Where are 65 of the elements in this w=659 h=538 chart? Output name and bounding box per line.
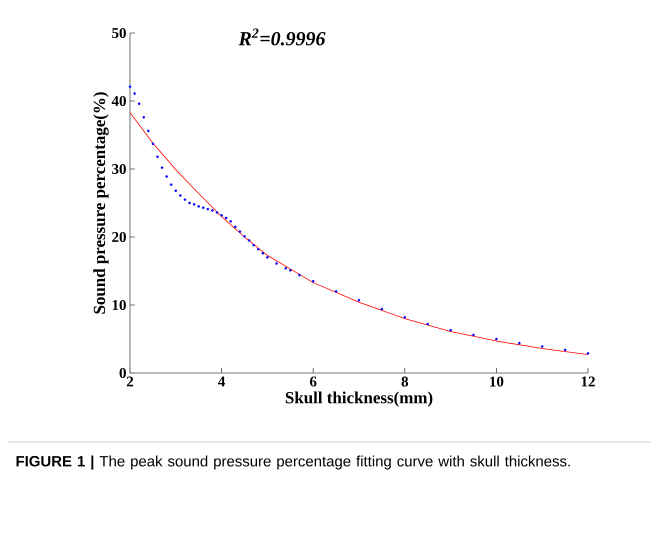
point [229,220,232,223]
point [197,205,200,208]
y-tick-label: 0 [120,368,126,378]
y-axis-title: Sound pressure percentage(%) [93,92,109,314]
point [289,269,292,272]
point [426,322,429,326]
y-tick-label: 10 [112,300,126,310]
y-tick-label: 40 [112,96,126,106]
point [179,194,182,197]
point [248,239,250,242]
point [334,290,338,293]
y-tick-label: 50 [112,28,126,38]
point [160,166,164,169]
line-series [130,112,588,356]
point [170,183,173,186]
point [262,252,264,255]
point [298,274,301,276]
point [449,328,452,332]
y-tick-label: 30 [112,164,126,174]
point [220,214,223,217]
point [147,130,150,132]
point [188,202,191,204]
point [266,256,269,259]
x-tick-label: 4 [218,376,226,386]
x-tick-label: 2 [126,376,134,386]
point [252,244,255,246]
point [165,175,168,178]
point [380,308,384,310]
point [202,206,205,210]
point [156,155,159,158]
text: FIGURE 1 | The peak sound pressure percentage fitting curve with skull thickness. [16,456,570,470]
point [216,211,218,214]
point [142,116,146,119]
x-tick-label: 10 [490,376,504,387]
point [243,235,246,238]
point [234,226,237,228]
point [138,102,140,106]
y-tick-label: 20 [112,232,126,242]
point [128,85,132,88]
point [404,316,406,319]
point [312,280,314,282]
point [133,92,136,95]
point [238,230,242,233]
point [495,338,498,340]
x-tick-label: 6 [310,376,316,387]
point [152,142,154,146]
annotation: R$^{2}$=0.9996 [238,28,326,46]
point [275,262,278,265]
point [224,216,228,220]
point [256,248,260,251]
x-tick-label: 8 [402,376,408,387]
point [211,209,214,212]
x-axis-title: Skull thickness(mm) [286,391,432,407]
point [192,203,196,206]
point [284,266,288,270]
point [206,208,210,210]
point [518,342,521,344]
point [564,348,566,352]
x-tick-label: 12 [582,376,595,386]
point [358,298,360,302]
point [174,189,178,192]
point [586,352,590,355]
point [540,345,544,348]
point [472,334,475,336]
point [184,198,186,201]
